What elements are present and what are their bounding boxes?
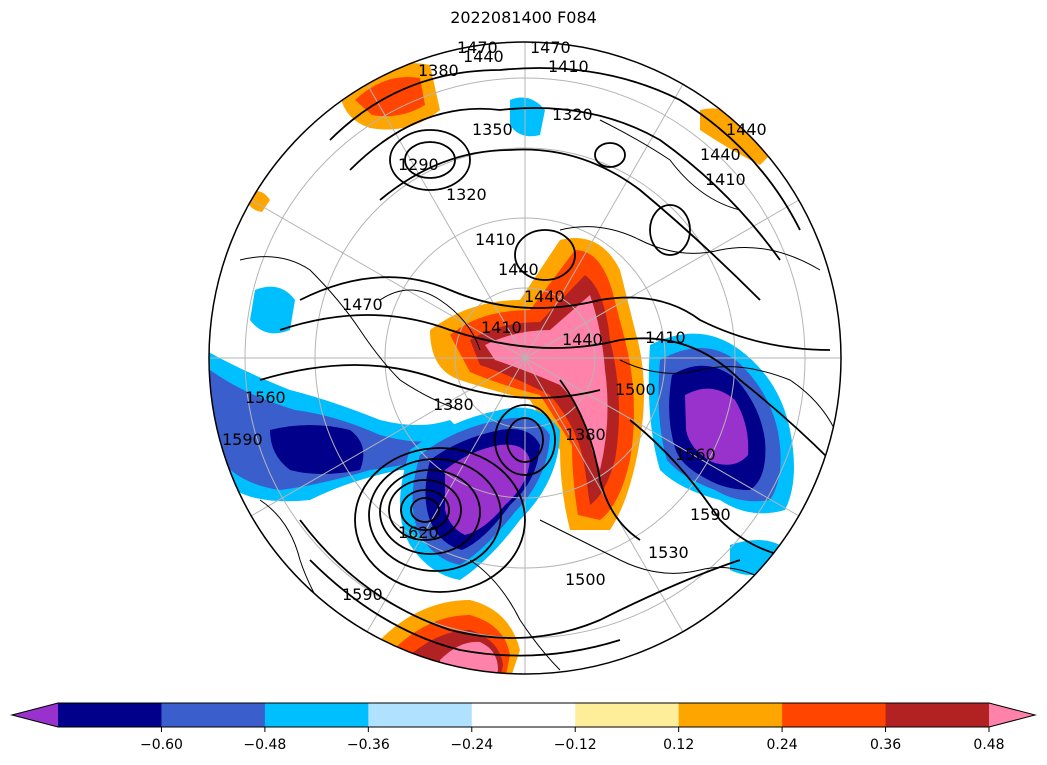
- colorbar-extend-max: [989, 703, 1035, 727]
- contour-label: 1410: [475, 230, 516, 249]
- colorbar-tick-label: −0.12: [554, 737, 597, 753]
- contour-label: 1590: [222, 430, 263, 449]
- colorbar-segment: [575, 703, 680, 727]
- colorbar-segment: [885, 703, 990, 727]
- contour-label: 1380: [565, 425, 606, 444]
- colorbar: −0.60 −0.48 −0.36 −0.24 −0.12 0.12 0.24 0.36 0.4…: [10, 702, 1037, 753]
- colorbar-segment: [678, 703, 783, 727]
- polar-map: 1470 1440 1470 1410 1380 1350 1320 1290 …: [208, 38, 842, 675]
- contour-label: 1440: [562, 330, 603, 349]
- contour-label: 1410: [705, 170, 746, 189]
- colorbar-segment: [58, 703, 162, 727]
- colorbar-tick-label: 0.12: [663, 737, 694, 753]
- contour-label: 1410: [645, 328, 686, 347]
- contour-label: 1290: [398, 155, 439, 174]
- graticule: [209, 42, 841, 674]
- contour-labels: 1470 1440 1470 1410 1380 1350 1320 1290 …: [222, 38, 767, 604]
- contour-label: 1440: [498, 260, 539, 279]
- contour-label: 1320: [552, 105, 593, 124]
- colorbar-tick-label: 0.48: [973, 737, 1004, 753]
- colorbar-segment: [264, 703, 369, 727]
- contour-label: 1440: [524, 287, 565, 306]
- colorbar-segment: [782, 703, 887, 727]
- contour-label: 1320: [446, 185, 487, 204]
- contour-label: 1530: [648, 543, 689, 562]
- colorbar-outline: [10, 702, 1037, 728]
- contour-label: 1440: [726, 120, 767, 139]
- contour-label: 1410: [481, 318, 522, 337]
- contour-label: 1380: [418, 61, 459, 80]
- colorbar-tick-label: 0.24: [767, 737, 798, 753]
- contour-label: 1470: [342, 295, 383, 314]
- colorbar-tick-label: −0.24: [450, 737, 493, 753]
- contour-label: 1590: [342, 585, 383, 604]
- contour-label: 1440: [700, 145, 741, 164]
- colorbar-tick-label: −0.48: [243, 737, 286, 753]
- colorbar-segment: [161, 703, 266, 727]
- contour-label: 1500: [615, 380, 656, 399]
- contour-label: 1560: [675, 445, 716, 464]
- contour-label: 1620: [398, 523, 439, 542]
- contour-label: 1410: [548, 57, 589, 76]
- contour-label: 1590: [690, 505, 731, 524]
- contour-label: 1470: [530, 38, 571, 57]
- colorbar-tick-label: −0.60: [140, 737, 183, 753]
- contour-label: 1470: [457, 38, 498, 57]
- colorbar-segment: [368, 703, 473, 727]
- coastlines: [239, 119, 836, 671]
- contour-label: 1440: [463, 47, 504, 66]
- map-boundary: [208, 41, 842, 675]
- contour-label: 1560: [245, 388, 286, 407]
- colorbar-tick-label: −0.36: [347, 737, 390, 753]
- height-contours: [259, 67, 831, 657]
- contour-label: 1500: [565, 570, 606, 589]
- colorbar-tick-label: 0.36: [870, 737, 901, 753]
- contour-label: 1350: [472, 120, 513, 139]
- contour-label: 1380: [433, 395, 474, 414]
- map-title: 2022081400 F084: [450, 8, 597, 27]
- colorbar-segment: [471, 703, 576, 727]
- colorbar-extend-min: [12, 703, 58, 727]
